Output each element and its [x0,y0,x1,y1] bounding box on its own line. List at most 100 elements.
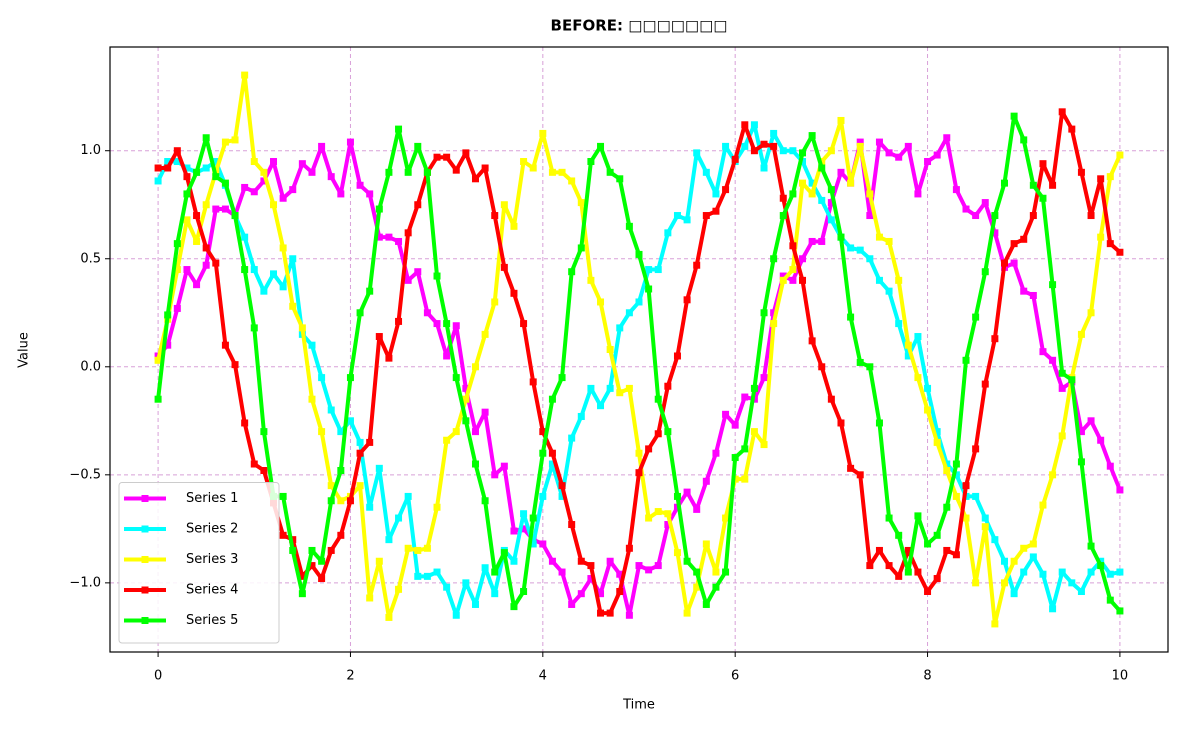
data-point [875,138,883,146]
data-point [962,205,970,213]
data-point [789,242,797,250]
legend-label: Series 2 [186,522,238,537]
data-point [529,540,537,548]
data-point [731,421,739,429]
data-point [414,546,422,554]
data-point [481,564,489,572]
data-point [1116,151,1124,159]
data-point [202,244,210,252]
data-point [972,445,980,453]
data-point [952,460,960,468]
data-point [1087,417,1095,425]
x-tick-label: 10 [1112,669,1129,684]
data-point [327,173,335,181]
data-point [1039,160,1047,168]
x-tick-label: 8 [923,669,931,684]
data-point [972,313,980,321]
data-point [337,467,345,474]
data-point [529,164,537,172]
data-point [1097,436,1105,444]
data-point [520,320,528,328]
data-point [481,330,489,338]
data-point [741,393,749,401]
data-point [981,268,989,276]
data-point [577,244,585,252]
data-point [693,261,701,269]
y-axis-label: Value [17,332,32,368]
data-point [895,572,903,580]
data-point [250,158,258,166]
data-point [885,237,893,245]
data-point [587,575,595,583]
data-point [337,190,345,198]
data-point [212,205,220,213]
data-point [943,467,951,474]
data-point [443,153,451,161]
data-point [1029,212,1037,220]
data-point [1020,136,1028,144]
data-point [529,378,537,386]
data-point [837,233,845,241]
data-point [827,216,835,224]
data-point [827,147,835,155]
data-point [308,562,316,570]
data-point [914,512,922,520]
data-point [837,419,845,427]
data-point [193,168,201,176]
data-point [635,562,643,570]
data-point [250,460,258,468]
data-point [318,428,326,436]
data-point [1077,168,1085,176]
data-point [250,188,258,196]
data-point [885,149,893,157]
data-point [991,335,999,343]
data-point [221,205,229,213]
data-point [750,428,758,436]
data-point [1010,590,1018,598]
data-point [587,384,595,392]
data-point [895,531,903,539]
data-point [933,531,941,539]
data-point [385,536,393,544]
data-point [462,417,470,425]
data-point [827,395,835,403]
data-point [818,196,826,204]
data-point [1087,568,1095,576]
data-point [770,129,778,137]
data-point [433,503,441,511]
data-point [991,212,999,220]
data-point [462,149,470,157]
data-point [231,212,239,220]
data-point [981,380,989,388]
data-point [972,492,980,500]
data-point [904,142,912,150]
data-point [260,467,268,474]
data-point [933,575,941,583]
data-point [414,201,422,209]
data-point [972,579,980,587]
legend-marker [141,556,149,563]
chart-title: BEFORE: □□□□□□□ [551,17,728,35]
data-point [491,590,499,598]
data-point [962,482,970,490]
data-point [1000,179,1008,187]
data-point [433,568,441,576]
data-point [741,121,749,129]
data-point [443,436,451,444]
data-point [1116,248,1124,256]
data-point [346,497,354,505]
data-point [664,382,672,390]
data-point [154,356,162,364]
data-point [741,475,749,483]
data-point [577,557,585,565]
data-point [327,482,335,490]
data-point [500,263,508,271]
data-point [318,142,326,150]
data-point [981,199,989,207]
data-point [904,352,912,360]
data-point [914,568,922,576]
data-point [366,190,374,198]
data-point [221,341,229,349]
data-point [510,527,518,535]
data-point [173,240,181,248]
